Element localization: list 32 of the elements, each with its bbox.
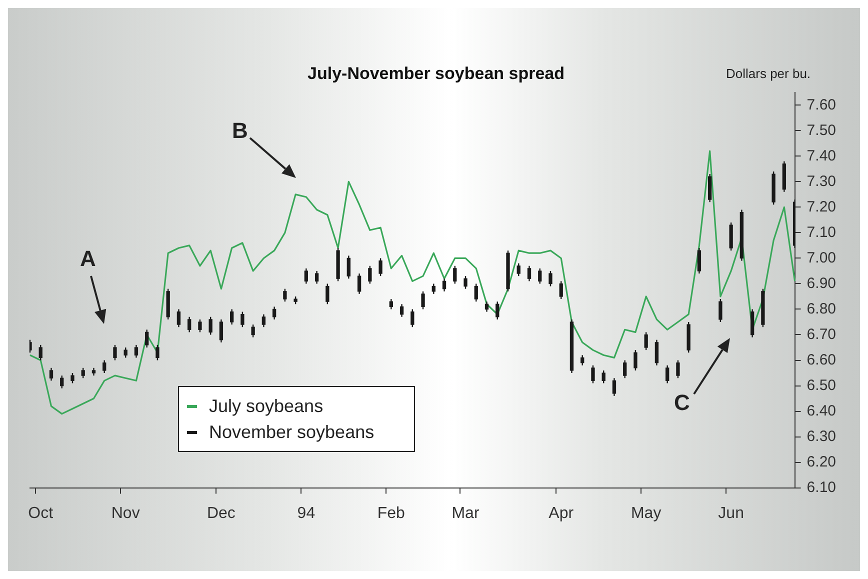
y-tick-label: 6.20	[806, 453, 836, 470]
x-tick-label: Mar	[452, 504, 480, 522]
annotation: C	[674, 390, 690, 416]
y-tick-label: 6.30	[806, 428, 836, 445]
chart-title: July-November soybean spread	[308, 64, 564, 83]
y-tick-label: 6.80	[806, 300, 836, 318]
legend-label: November soybeans	[209, 421, 374, 444]
y-tick-label: 7.20	[806, 198, 836, 216]
x-tick-label: Oct	[28, 504, 54, 522]
x-tick-label: Nov	[111, 504, 140, 522]
x-tick-label: Feb	[377, 504, 406, 522]
x-tick-label: Apr	[548, 504, 574, 522]
annotation: B	[232, 118, 248, 144]
legend-label: July soybeans	[209, 395, 324, 418]
y-tick-label: 7.00	[806, 249, 836, 266]
x-tick-label: Jun	[718, 504, 744, 522]
y-tick-label: 7.40	[806, 147, 836, 164]
y-tick-label: 7.50	[806, 122, 836, 139]
y-tick-label: 6.90	[806, 274, 836, 292]
y-tick-label: 6.70	[806, 326, 836, 343]
x-tick-label: May	[630, 504, 662, 522]
y-axis-title: Dollars per bu.	[726, 66, 811, 81]
annotation: A	[80, 246, 96, 272]
y-tick-label: 7.60	[806, 96, 836, 114]
y-tick-label: 7.10	[806, 224, 836, 241]
y-tick-label: 6.50	[806, 376, 836, 394]
y-tick-label: 7.30	[806, 172, 836, 190]
y-tick-label: 6.40	[806, 402, 836, 420]
x-tick-label: 94	[297, 504, 316, 522]
y-tick-label: 6.60	[806, 351, 836, 368]
y-tick-label: 6.10	[806, 478, 836, 496]
x-tick-label: Dec	[206, 504, 236, 522]
